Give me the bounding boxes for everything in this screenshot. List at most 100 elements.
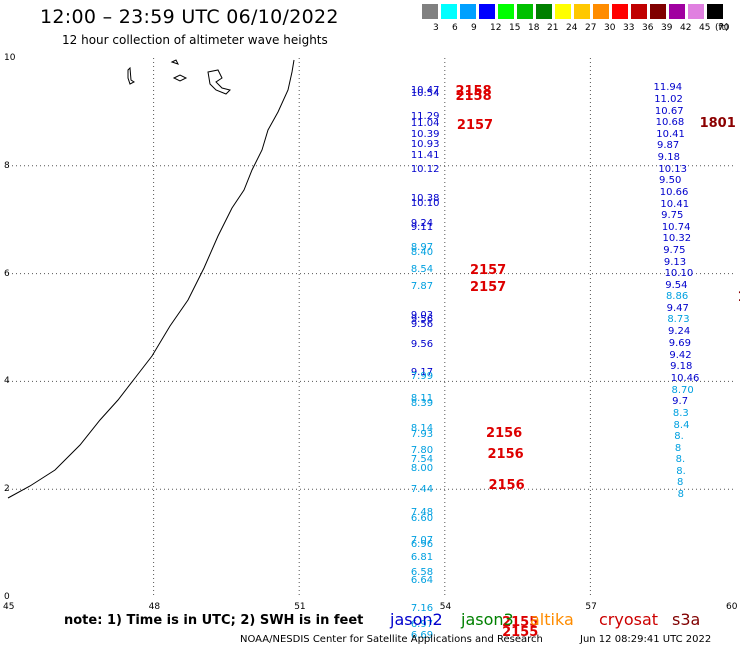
wave-height-value: 9.56 xyxy=(410,314,434,326)
legend-label: 12 xyxy=(490,23,502,33)
wave-height-value: 11.41 xyxy=(410,149,440,161)
wave-height-value: 8 xyxy=(676,477,684,489)
legend-swatch xyxy=(536,4,552,19)
wave-height-value: 10.39 xyxy=(410,128,440,140)
wave-height-value: 6.97 xyxy=(410,619,434,631)
pass-number: 2156 xyxy=(487,447,524,463)
pass-number: 2155 xyxy=(502,625,539,641)
wave-height-value: 11.29 xyxy=(410,111,440,123)
pass-number: 2157 xyxy=(456,117,494,133)
legend-label: 6 xyxy=(452,23,458,33)
lon-axis-label: 57 xyxy=(585,602,597,612)
pass-number: 2156 xyxy=(486,425,523,441)
satellite-name: altika xyxy=(530,610,574,629)
legend-swatch xyxy=(498,4,514,19)
wave-height-value: 9.24 xyxy=(668,326,691,338)
legend-swatch xyxy=(707,4,723,19)
wave-height-value: 7.48 xyxy=(410,507,434,519)
island xyxy=(170,59,179,65)
wave-height-value: 8.39 xyxy=(410,398,434,410)
wave-height-value: 6.58 xyxy=(410,567,434,579)
wave-height-value: 8. xyxy=(674,430,684,442)
wave-height-value: 8. xyxy=(676,465,686,477)
island xyxy=(172,74,188,82)
socotra-island xyxy=(207,69,231,95)
wave-height-value: 6.96 xyxy=(410,539,434,551)
wave-height-value: 8.70 xyxy=(671,384,694,396)
footer-timestamp: Jun 12 08:29:41 UTC 2022 xyxy=(580,634,712,645)
wave-height-value: 7.54 xyxy=(410,454,434,466)
wave-height-value: 9.50 xyxy=(659,175,682,187)
wave-height-value: 10.93 xyxy=(410,139,440,151)
legend-swatch xyxy=(479,4,495,19)
wave-height-value: 7.44 xyxy=(410,483,434,495)
lat-axis-label: 8 xyxy=(4,160,10,171)
wave-height-value: 11.04 xyxy=(410,117,440,129)
wave-height-value: 8.54 xyxy=(410,264,434,276)
wave-height-value: 10.32 xyxy=(662,233,692,245)
wave-height-value: 8 xyxy=(677,489,685,501)
footer-credit: NOAA/NESDIS Center for Satellite Applica… xyxy=(240,634,543,645)
legend-swatch xyxy=(555,4,571,19)
lat-axis-label: 0 xyxy=(4,592,10,602)
wave-height-value: 11.02 xyxy=(654,93,683,105)
pass-number: 2157 xyxy=(470,263,507,279)
lat-axis-label: 2 xyxy=(4,484,10,495)
satellite-name: jason2 xyxy=(390,610,443,629)
lon-axis-label: 48 xyxy=(148,602,161,612)
legend-label: 27 xyxy=(585,23,597,33)
legend-label: 36 xyxy=(642,23,654,33)
legend-label: 24 xyxy=(566,23,578,33)
wave-height-value: 9.42 xyxy=(669,349,692,361)
note-text: note: 1) Time is in UTC; 2) SWH is in fe… xyxy=(64,613,364,628)
pass-number: 2158 xyxy=(455,88,492,104)
legend-unit: (ft) xyxy=(715,23,729,33)
wave-height-value: 10.13 xyxy=(658,163,687,175)
wave-height-value: 9.11 xyxy=(410,222,434,234)
wave-height-value: 9.75 xyxy=(661,209,684,221)
lon-axis-label: 45 xyxy=(3,602,15,612)
legend-label: 39 xyxy=(661,23,673,33)
legend-swatch xyxy=(631,4,647,19)
legend-label: 45 xyxy=(699,23,711,33)
wave-height-value: 6.81 xyxy=(410,552,434,564)
pass-number: 2157 xyxy=(470,279,507,295)
wave-height-value: 10.41 xyxy=(656,128,685,140)
lon-axis-label: 60 xyxy=(726,602,738,612)
pass-number: 2155 xyxy=(502,615,539,631)
pass-number: 1 xyxy=(737,291,740,304)
pass-number: 2156 xyxy=(488,477,525,493)
wave-height-value: 9.56 xyxy=(410,338,434,350)
wave-height-value: 10.68 xyxy=(655,117,685,129)
wave-height-value: 8.4 xyxy=(673,419,690,431)
wave-height-value: 9.18 xyxy=(657,152,680,164)
legend-swatch xyxy=(441,4,457,19)
legend-swatch xyxy=(669,4,685,19)
wave-height-value: 7.99 xyxy=(410,371,434,383)
lon-axis-label: 54 xyxy=(439,602,452,612)
wave-height-value: 10.67 xyxy=(654,105,684,117)
wave-height-value: 8.86 xyxy=(665,291,689,303)
wave-height-value: 8.97 xyxy=(410,242,434,254)
wave-height-value: 9.18 xyxy=(670,361,693,373)
wave-height-value: 7.07 xyxy=(410,535,434,547)
wave-height-value: 9.13 xyxy=(663,256,687,268)
legend-label: 30 xyxy=(604,23,616,33)
map-title: 12:00 – 23:59 UTC 06/10/2022 xyxy=(40,6,339,28)
wave-height-value: 10.46 xyxy=(670,372,700,384)
wave-height-value: 9.24 xyxy=(410,218,434,229)
legend-swatch xyxy=(517,4,533,19)
wave-height-value: 8.73 xyxy=(667,314,690,326)
legend-label: 15 xyxy=(509,23,521,33)
legend-swatch xyxy=(650,4,666,19)
wave-height-value: 7.93 xyxy=(410,428,434,440)
island xyxy=(127,66,135,85)
wave-height-value: 7.80 xyxy=(410,445,434,457)
wave-height-value: 10.10 xyxy=(410,197,440,209)
legend-swatch xyxy=(574,4,590,19)
legend-swatch xyxy=(593,4,609,19)
legend-swatch xyxy=(688,4,704,19)
legend-label: 18 xyxy=(528,23,540,33)
